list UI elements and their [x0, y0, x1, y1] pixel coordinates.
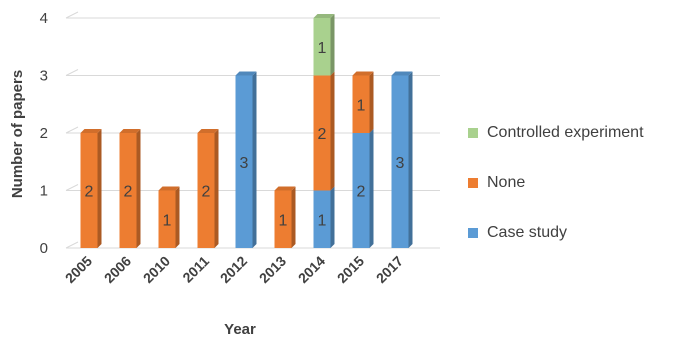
data-label: 2 — [318, 126, 327, 143]
bar-segment-top — [80, 129, 102, 133]
bar-segment — [313, 190, 331, 248]
bar-segment — [313, 18, 331, 76]
x-tick-label: 2017 — [373, 253, 406, 286]
y-tick-label: 1 — [40, 183, 48, 200]
data-label: 2 — [357, 184, 366, 201]
x-tick-label: 2015 — [334, 253, 367, 286]
gridline-depth — [65, 241, 79, 249]
data-label: 1 — [357, 97, 366, 114]
data-label: 2 — [124, 184, 133, 201]
legend-label-controlled-experiment: Controlled experiment — [487, 124, 644, 141]
data-label: 1 — [318, 40, 327, 57]
x-tick-labels: 2005 2006 2010 2011 2012 2013 2014 2015 2017 — [62, 253, 406, 286]
data-label: 1 — [163, 212, 172, 229]
legend-swatch-controlled-experiment — [468, 128, 478, 138]
bar-segment-top — [274, 186, 296, 191]
bar-segment-top — [119, 129, 141, 133]
legend-item-none: None — [468, 172, 673, 194]
bar-segment-top — [197, 129, 219, 133]
bar-segment-top — [235, 71, 257, 76]
bar-segment-side — [175, 186, 180, 248]
y-tick-label: 3 — [40, 68, 48, 85]
bar-segment-top — [391, 71, 413, 76]
gridline-depth — [65, 184, 79, 191]
bar-segment — [80, 133, 98, 248]
bar-segment — [274, 190, 292, 248]
y-tick-label: 4 — [40, 10, 48, 27]
data-labels: 2 2 1 2 3 1 1 2 1 2 1 3 — [85, 40, 405, 230]
legend-item-case-study: Case study — [468, 222, 673, 244]
x-tick-label: 2005 — [62, 253, 95, 286]
data-label: 3 — [240, 155, 249, 172]
data-label: 3 — [396, 155, 405, 172]
legend-item-controlled-experiment: Controlled experiment — [468, 122, 673, 144]
gridline-depth — [65, 11, 79, 19]
bar-segment — [391, 75, 409, 248]
x-tick-label: 2010 — [140, 253, 173, 286]
x-tick-label: 2006 — [101, 253, 134, 286]
bar-segment-side — [369, 71, 374, 133]
bar-segment-top — [158, 186, 180, 191]
bar-segment-side — [369, 129, 374, 248]
bar-segment-side — [252, 71, 257, 248]
gridline-depth — [65, 69, 79, 76]
bar-segment-side — [330, 186, 335, 248]
bar-segment — [197, 133, 215, 248]
gridline-depth — [65, 126, 79, 134]
bar-segment-side — [136, 129, 141, 248]
legend-label-none: None — [487, 174, 526, 191]
legend-label-case-study: Case study — [487, 224, 568, 241]
chart-legend: Controlled experiment None Case study — [468, 122, 673, 272]
legend-swatch-case-study — [468, 228, 478, 238]
x-tick-label: 2013 — [256, 253, 289, 286]
bar-segment-side — [214, 129, 219, 248]
y-tick-label: 2 — [40, 125, 48, 142]
data-label: 2 — [202, 184, 211, 201]
y-tick-label: 0 — [40, 240, 48, 257]
bar-segment-side — [330, 71, 335, 191]
bars — [80, 14, 413, 248]
y-axis-title: Number of papers — [9, 70, 26, 198]
bar-segment-top — [352, 71, 374, 76]
bar-segment-side — [291, 186, 296, 248]
bar-segment — [313, 75, 331, 191]
bar-segment — [158, 190, 176, 248]
y-tick-labels: 0 1 2 3 4 — [40, 10, 48, 257]
bar-segment — [352, 75, 370, 133]
data-label: 1 — [279, 212, 288, 229]
x-axis-title: Year — [224, 321, 256, 338]
bar-segment-top — [313, 14, 335, 18]
data-label: 1 — [318, 212, 327, 229]
bar-segment-side — [408, 71, 413, 248]
x-tick-label: 2011 — [179, 253, 212, 286]
x-tick-label: 2012 — [217, 253, 250, 286]
x-tick-label: 2014 — [295, 253, 328, 286]
bar-segment-side — [330, 14, 335, 76]
data-label: 2 — [85, 184, 94, 201]
bar-segment — [119, 133, 137, 248]
bar-segment — [352, 133, 370, 248]
legend-swatch-none — [468, 178, 478, 188]
bar-segment — [235, 75, 253, 248]
bar-segment-side — [97, 129, 102, 248]
